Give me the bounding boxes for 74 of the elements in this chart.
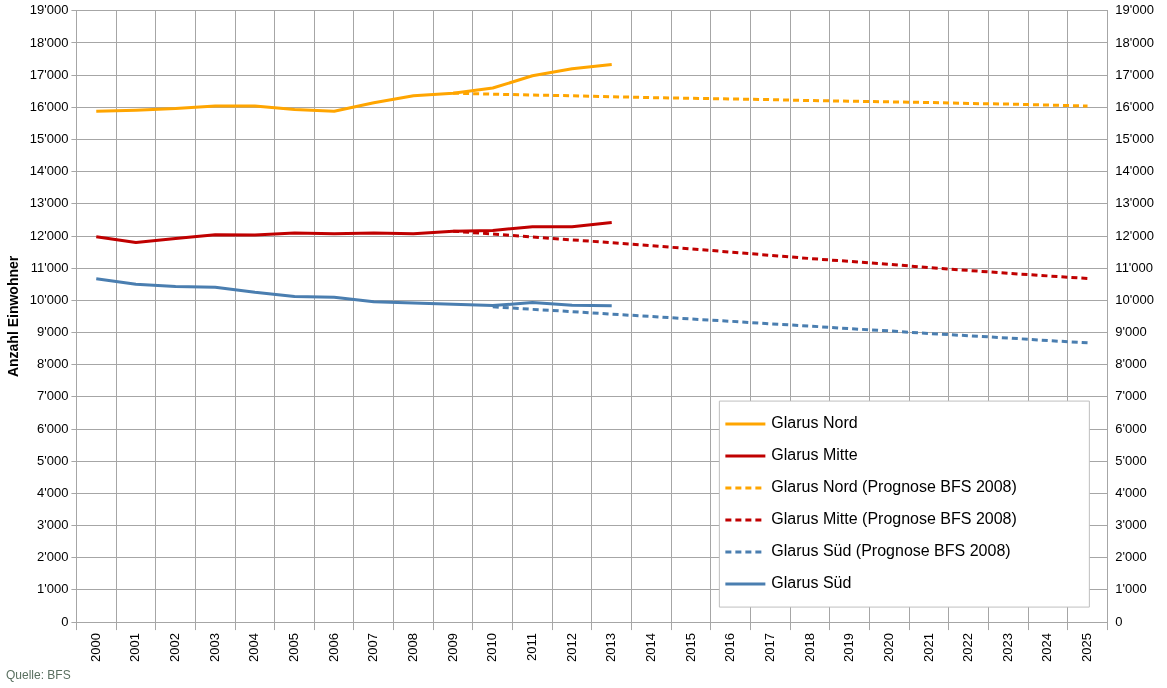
y2-tick-label: 8'000 [1115,356,1147,372]
y2-tick-label: 15'000 [1115,131,1155,147]
x-tick-label: 2023 [999,633,1015,662]
x-tick-label: 2016 [722,633,738,662]
y-tick-label: 3'000 [37,517,69,533]
x-tick-label: 2004 [246,633,262,662]
legend-label: Glarus Süd [771,574,852,592]
legend-label: Glarus Süd (Prognose BFS 2008) [771,542,1011,560]
y2-tick-label: 3'000 [1115,517,1147,533]
legend-label: Glarus Mitte [771,446,858,464]
y-axis-title: Anzahl Einwohner [5,255,22,378]
x-tick-label: 2018 [801,633,817,662]
y2-tick-label: 18'000 [1115,34,1155,50]
y-tick-label: 19'000 [29,2,69,18]
y2-tick-label: 9'000 [1115,324,1147,340]
x-tick-label: 2014 [642,633,658,662]
x-tick-label: 2012 [563,633,579,662]
y-tick-label: 13'000 [29,195,69,211]
y-tick-label: 7'000 [37,388,69,404]
y-tick-label: 10'000 [29,291,69,307]
y-tick-label: 9'000 [37,324,69,340]
y2-tick-label: 0 [1115,613,1123,629]
y-tick-label: 6'000 [37,420,69,436]
x-tick-label: 2025 [1079,633,1095,662]
x-tick-label: 2002 [167,633,183,662]
x-tick-label: 2003 [206,633,222,662]
x-tick-label: 2007 [365,633,381,662]
y-tick-label: 4'000 [37,484,69,500]
y-tick-label: 14'000 [29,163,69,179]
y2-tick-label: 2'000 [1115,549,1147,565]
y-tick-label: 12'000 [29,227,69,243]
x-tick-label: 2010 [484,633,500,662]
x-tick-label: 2019 [841,633,857,662]
x-tick-label: 2005 [286,633,302,662]
y-tick-label: 8'000 [37,356,69,372]
y2-tick-label: 14'000 [1115,163,1155,179]
y2-tick-label: 7'000 [1115,388,1147,404]
y2-tick-label: 19'000 [1115,2,1155,18]
x-tick-label: 2024 [1039,633,1055,662]
y-tick-label: 11'000 [30,259,69,275]
x-tick-label: 2017 [761,633,777,662]
y2-tick-label: 1'000 [1115,581,1147,597]
legend-label: Glarus Nord [771,414,858,432]
y-tick-label: 2'000 [37,549,69,565]
x-tick-label: 2013 [603,633,619,662]
x-tick-label: 2006 [325,633,341,662]
y2-tick-label: 6'000 [1115,420,1147,436]
y-tick-label: 15'000 [29,131,69,147]
source-note: Quelle: BFS [6,668,71,682]
legend-label: Glarus Nord (Prognose BFS 2008) [771,478,1017,496]
x-tick-label: 2011 [524,633,539,662]
y2-tick-label: 4'000 [1115,484,1147,500]
x-tick-label: 2020 [880,633,896,662]
legend-label: Glarus Mitte (Prognose BFS 2008) [771,510,1017,528]
y-tick-label: 0 [61,613,69,629]
y2-tick-label: 13'000 [1115,195,1155,211]
y-tick-label: 16'000 [29,98,69,114]
x-tick-label: 2001 [127,633,143,662]
y-tick-label: 5'000 [37,452,69,468]
x-tick-label: 2000 [87,633,103,662]
y2-tick-label: 5'000 [1115,452,1147,468]
y2-tick-label: 10'000 [1115,291,1155,307]
x-tick-label: 2015 [682,633,698,662]
y-tick-label: 17'000 [29,66,69,82]
y2-tick-label: 11'000 [1115,259,1154,275]
y-tick-label: 1'000 [37,581,69,597]
y2-tick-label: 17'000 [1115,66,1155,82]
y-tick-label: 18'000 [29,34,69,50]
x-tick-label: 2021 [920,633,936,662]
x-tick-label: 2009 [444,633,460,662]
y2-tick-label: 16'000 [1115,98,1155,114]
x-tick-label: 2008 [405,633,421,662]
y2-tick-label: 12'000 [1115,227,1155,243]
x-tick-label: 2022 [960,633,976,662]
